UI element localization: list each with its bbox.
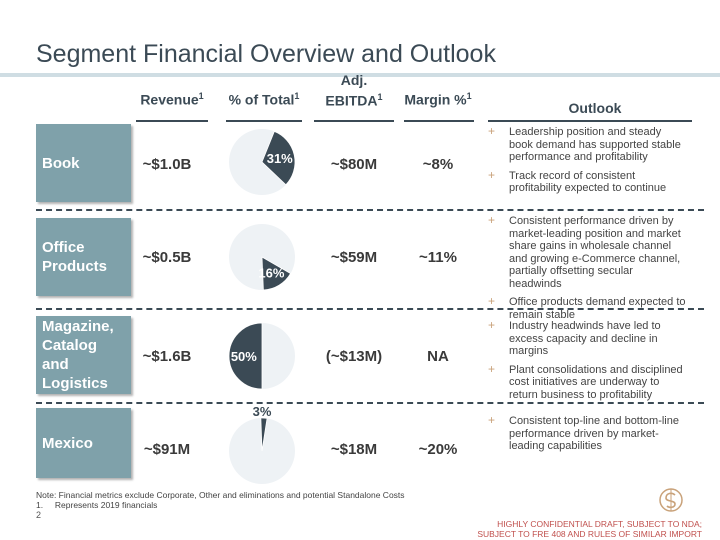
outlook-book: Leadership position and steady book dema… xyxy=(488,125,688,201)
header-rule-ebitda xyxy=(314,120,394,122)
ebitda-mexico: ~$18M xyxy=(330,441,378,458)
title-rule xyxy=(0,73,720,77)
outlook-bullet: Industry headwinds have led to excess ca… xyxy=(488,319,688,358)
segment-magazine-label: Magazine, Catalog and Logistics xyxy=(36,316,131,394)
pie-slice-label: 3% xyxy=(253,404,272,419)
revenue-magazine: ~$1.6B xyxy=(142,348,192,365)
ebitda-office-products: ~$59M xyxy=(330,249,378,266)
confidentiality-notice: HIGHLY CONFIDENTIAL DRAFT, SUBJECT TO ND… xyxy=(477,519,702,539)
header-ebitda: Adj. EBITDA1 xyxy=(325,72,383,109)
segment-book-label: Book xyxy=(36,124,131,202)
pie-slice-label: 50% xyxy=(231,349,257,364)
margin-magazine: NA xyxy=(427,348,449,365)
outlook-bullet: Track record of consistent profitability… xyxy=(488,169,688,195)
revenue-mexico: ~$91M xyxy=(143,441,191,458)
outlook-bullet: Plant consolidations and disciplined cos… xyxy=(488,363,688,402)
margin-office-products: ~11% xyxy=(419,249,457,266)
page-number: 2 xyxy=(36,510,42,520)
row-divider xyxy=(36,209,704,211)
ebitda-magazine: (~$13M) xyxy=(325,348,383,365)
outlook-bullet: Consistent top-line and bottom-line perf… xyxy=(488,414,688,453)
outlook-bullet: Office products demand expected to remai… xyxy=(488,295,688,321)
header-rule-margin xyxy=(404,120,474,122)
pie-slice xyxy=(228,322,263,390)
company-logo-icon xyxy=(659,488,683,512)
outlook-office-products: Consistent performance driven by market-… xyxy=(488,214,688,327)
margin-book: ~8% xyxy=(422,156,454,173)
pie-book: 31% xyxy=(229,129,296,195)
outlook-bullet: Consistent performance driven by market-… xyxy=(488,214,688,290)
pie-mexico: 3% xyxy=(229,404,295,484)
header-margin: Margin %1 xyxy=(404,91,472,108)
segment-office-products-label: Office Products xyxy=(36,218,131,296)
pie-slice-label: 31% xyxy=(267,151,293,166)
page-title: Segment Financial Overview and Outlook xyxy=(36,40,496,68)
footnote-note: Note: Financial metrics exclude Corporat… xyxy=(36,490,405,500)
revenue-office-products: ~$0.5B xyxy=(142,249,192,266)
row-divider xyxy=(36,308,704,310)
pie-slice xyxy=(261,256,292,291)
outlook-magazine: Industry headwinds have led to excess ca… xyxy=(488,319,688,407)
header-rule-outlook xyxy=(488,120,692,122)
pie-slice xyxy=(261,130,296,186)
pie-magazine: 50% xyxy=(228,322,295,390)
outlook-mexico: Consistent top-line and bottom-line perf… xyxy=(488,414,688,459)
row-divider xyxy=(36,402,704,404)
ebitda-book: ~$80M xyxy=(330,156,378,173)
header-rule-revenue xyxy=(136,120,208,122)
footnote-1: 1. Represents 2019 financials xyxy=(36,500,158,510)
margin-mexico: ~20% xyxy=(418,441,458,458)
header-pct-total: % of Total1 xyxy=(228,91,300,108)
outlook-bullet: Leadership position and steady book dema… xyxy=(488,125,688,164)
pie-office-products: 16% xyxy=(229,224,295,291)
header-revenue: Revenue1 xyxy=(140,91,204,108)
header-rule-pct xyxy=(226,120,302,122)
segment-mexico-label: Mexico xyxy=(36,408,131,478)
revenue-book: ~$1.0B xyxy=(142,156,192,173)
confidential-line-1: HIGHLY CONFIDENTIAL DRAFT, SUBJECT TO ND… xyxy=(497,519,702,529)
pie-slice-label: 16% xyxy=(258,266,284,281)
pie-slice xyxy=(260,417,268,452)
header-outlook: Outlook xyxy=(568,100,622,116)
confidential-line-2: SUBJECT TO FRE 408 AND RULES OF SIMILAR … xyxy=(477,529,702,539)
